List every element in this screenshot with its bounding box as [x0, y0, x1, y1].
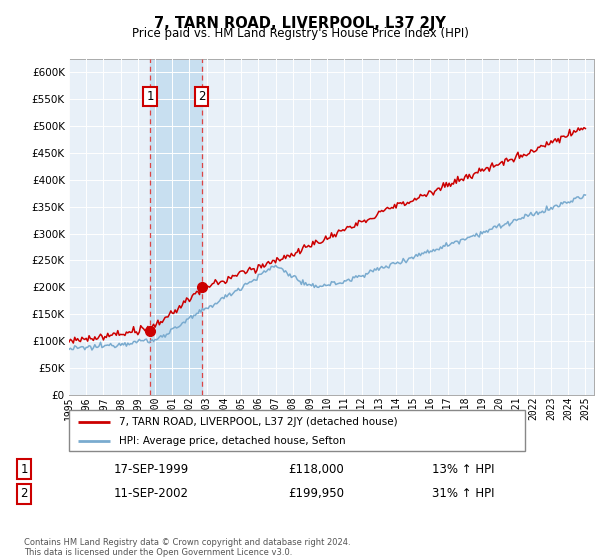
Bar	[150, 59, 202, 395]
Text: 11-SEP-2002: 11-SEP-2002	[114, 487, 189, 501]
Text: 17-SEP-1999: 17-SEP-1999	[114, 463, 189, 476]
Text: Contains HM Land Registry data © Crown copyright and database right 2024.
This d: Contains HM Land Registry data © Crown c…	[24, 538, 350, 557]
Text: £199,950: £199,950	[288, 487, 344, 501]
Text: 1: 1	[146, 90, 154, 103]
Text: 2: 2	[20, 487, 28, 501]
Text: 13% ↑ HPI: 13% ↑ HPI	[432, 463, 494, 476]
Text: 7, TARN ROAD, LIVERPOOL, L37 2JY (detached house): 7, TARN ROAD, LIVERPOOL, L37 2JY (detach…	[119, 417, 398, 427]
Text: Price paid vs. HM Land Registry's House Price Index (HPI): Price paid vs. HM Land Registry's House …	[131, 27, 469, 40]
Text: 2: 2	[198, 90, 205, 103]
Text: 7, TARN ROAD, LIVERPOOL, L37 2JY: 7, TARN ROAD, LIVERPOOL, L37 2JY	[154, 16, 446, 31]
Text: £118,000: £118,000	[288, 463, 344, 476]
Text: 31% ↑ HPI: 31% ↑ HPI	[432, 487, 494, 501]
Text: 1: 1	[20, 463, 28, 476]
Text: HPI: Average price, detached house, Sefton: HPI: Average price, detached house, Seft…	[119, 436, 346, 446]
